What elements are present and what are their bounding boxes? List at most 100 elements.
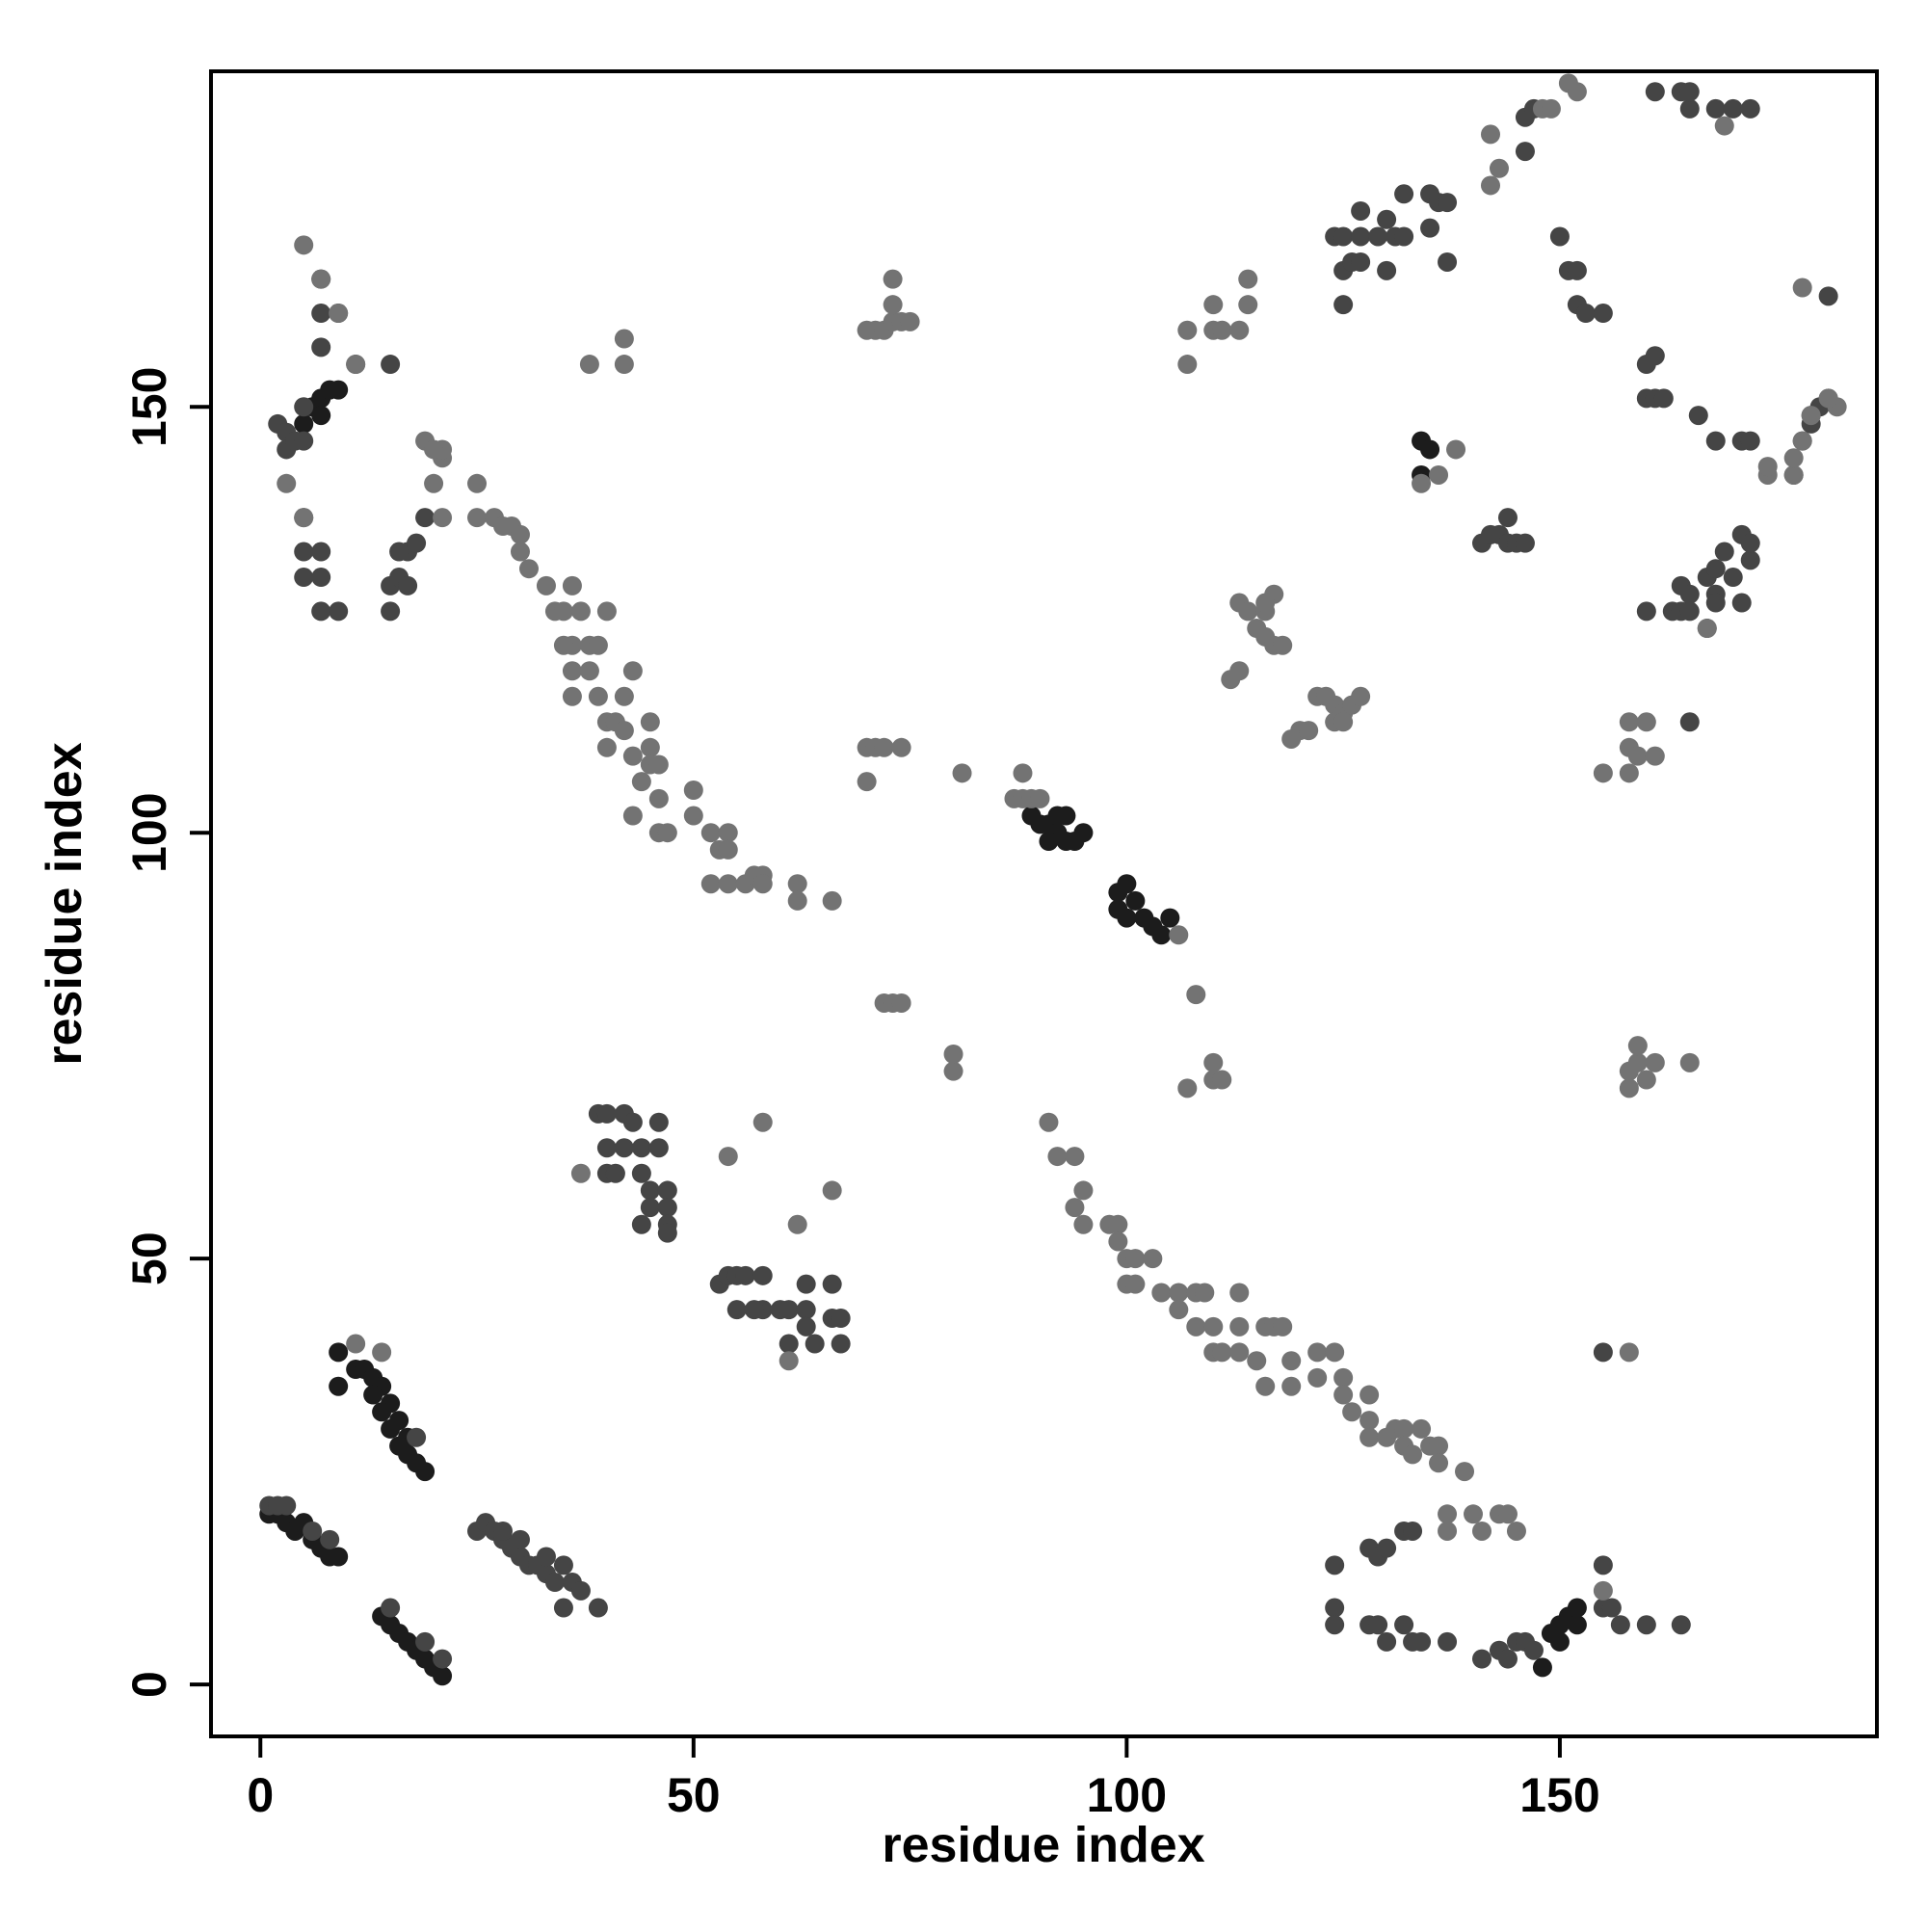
- point: [1420, 439, 1440, 460]
- point: [381, 601, 401, 622]
- point: [1039, 1112, 1059, 1132]
- point: [1567, 260, 1587, 280]
- point: [631, 772, 651, 792]
- plot-frame: [209, 69, 1879, 1738]
- point: [1368, 226, 1388, 247]
- point: [614, 329, 634, 349]
- point: [1412, 473, 1432, 493]
- point: [311, 568, 331, 588]
- point: [1549, 1631, 1570, 1652]
- point: [1792, 278, 1812, 298]
- point: [726, 1300, 747, 1320]
- point: [1740, 431, 1760, 451]
- point: [1446, 439, 1466, 460]
- point: [311, 304, 331, 324]
- point: [1593, 304, 1613, 324]
- point: [605, 1163, 625, 1183]
- point: [779, 1351, 799, 1371]
- point: [1645, 346, 1665, 366]
- point: [1333, 295, 1354, 315]
- point: [1679, 712, 1700, 732]
- point: [1212, 320, 1232, 340]
- point: [424, 439, 444, 460]
- point: [1645, 82, 1665, 102]
- point: [1506, 1521, 1526, 1541]
- point: [1740, 98, 1760, 119]
- point: [415, 1631, 436, 1652]
- point: [1359, 1427, 1380, 1447]
- point: [657, 823, 677, 843]
- point: [1636, 601, 1656, 622]
- point: [1281, 728, 1302, 749]
- point: [640, 1198, 660, 1218]
- point: [1438, 251, 1458, 272]
- point: [1125, 1249, 1146, 1269]
- point: [1342, 1402, 1362, 1422]
- point: [1412, 1418, 1432, 1439]
- point: [294, 235, 314, 255]
- point: [1229, 1342, 1250, 1363]
- point: [1636, 1070, 1656, 1090]
- point: [1472, 1521, 1492, 1541]
- point: [415, 508, 436, 528]
- point: [1229, 1283, 1250, 1303]
- point: [718, 874, 738, 894]
- point: [1333, 226, 1354, 247]
- point: [1515, 533, 1535, 553]
- point: [1679, 98, 1700, 119]
- point: [1679, 584, 1700, 604]
- point: [1497, 508, 1518, 528]
- point: [1705, 593, 1726, 613]
- point: [1731, 593, 1752, 613]
- point: [1679, 1052, 1700, 1072]
- point: [415, 1462, 436, 1482]
- point: [1679, 82, 1700, 102]
- y-tick-label: 150: [122, 367, 176, 447]
- point: [596, 1138, 617, 1158]
- point: [1238, 269, 1258, 289]
- point: [1472, 1649, 1492, 1669]
- point: [1480, 175, 1500, 196]
- point: [822, 890, 842, 911]
- point: [1619, 1078, 1639, 1098]
- point: [1281, 1376, 1302, 1396]
- point: [372, 1342, 392, 1363]
- point: [1368, 1615, 1388, 1635]
- point: [294, 413, 314, 434]
- point: [1195, 1283, 1215, 1303]
- point: [346, 355, 366, 375]
- point: [1688, 406, 1708, 426]
- point: [1238, 295, 1258, 315]
- point: [822, 1180, 842, 1201]
- point: [631, 1138, 651, 1158]
- point: [588, 686, 608, 706]
- point: [1705, 431, 1726, 451]
- point: [1108, 1214, 1128, 1234]
- point: [1377, 209, 1397, 229]
- point: [831, 1309, 851, 1329]
- point: [1783, 464, 1804, 485]
- point: [1177, 1078, 1198, 1098]
- point: [1801, 406, 1821, 426]
- point: [1489, 158, 1509, 178]
- point: [1307, 1342, 1328, 1363]
- point: [622, 806, 643, 826]
- point: [1255, 1376, 1276, 1396]
- point: [1818, 286, 1838, 306]
- point: [1056, 806, 1076, 826]
- point: [1169, 1300, 1189, 1320]
- point: [467, 508, 488, 528]
- point: [553, 1598, 573, 1618]
- point: [1108, 1231, 1128, 1252]
- point: [311, 542, 331, 562]
- point: [1429, 1453, 1449, 1473]
- point: [622, 746, 643, 766]
- point: [752, 874, 773, 894]
- point: [648, 788, 669, 808]
- point: [510, 1529, 530, 1549]
- point: [1333, 712, 1354, 732]
- point: [796, 1316, 816, 1337]
- point: [1541, 98, 1561, 119]
- point: [631, 1163, 651, 1183]
- point: [752, 1112, 773, 1132]
